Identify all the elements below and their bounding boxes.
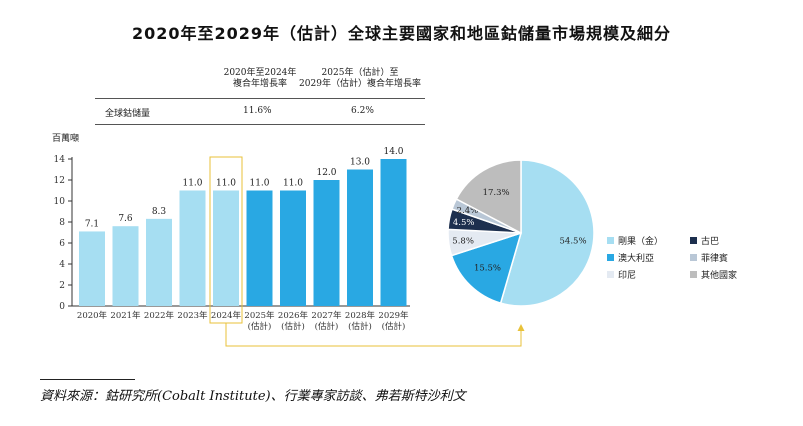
bar [213, 190, 239, 306]
connector-line [225, 323, 522, 347]
cagr-col2-header: 2025年（估計）至 2029年（估計）複合年增長率 [295, 68, 425, 90]
pie-slice-label: 2.4% [457, 206, 479, 216]
y-tick-label: 4 [59, 260, 65, 270]
legend-swatch [690, 271, 697, 278]
source-divider [40, 379, 135, 380]
bar-value-label: 7.6 [118, 214, 133, 224]
y-tick-label: 6 [59, 239, 65, 249]
cagr-col2-header-line1: 2025年（估計）至 [321, 68, 399, 78]
x-tick-label: 2028年 [345, 310, 376, 321]
bar [79, 231, 105, 306]
x-tick-label: 2020年 [77, 310, 108, 321]
x-tick-label-sub: (估計) [281, 321, 305, 332]
legend-label: 印尼 [618, 269, 636, 281]
legend-swatch [690, 237, 697, 244]
cagr-col1-header-line2: 複合年增長率 [232, 79, 287, 89]
source-note: 資料來源：鈷研究所(Cobalt Institute)、行業專家訪談、弗若斯特沙… [40, 389, 466, 404]
pie-chart: 54.5% 15.5% 5.8% 4.5% 2.4% 17.3% [447, 159, 595, 307]
pie-slice-label: 4.5% [453, 218, 475, 228]
cagr-divider-bottom [95, 124, 425, 125]
pie-slice [455, 159, 522, 235]
y-unit-label: 百萬噸 [52, 134, 80, 144]
y-tick-label: 14 [54, 155, 66, 165]
pie-slice [499, 159, 595, 307]
cagr-col1-header-line1: 2020年至2024年 [223, 68, 297, 78]
bar [380, 159, 407, 306]
pie-slice-label: 15.5% [474, 264, 501, 274]
chart-canvas: 0 2 4 6 8 10 12 14 7.1 2020年 7.6 2021年 8.3 2022年 11.0 2… [54, 147, 737, 347]
bar-value-label: 8.3 [152, 207, 167, 217]
x-tick-label-sub: (估計) [348, 321, 372, 332]
bar [347, 169, 373, 306]
bar-value-label: 11.0 [283, 179, 303, 189]
cagr-col1-value: 11.6% [243, 106, 272, 116]
bar-value-label: 14.0 [383, 147, 403, 157]
connector-arrow [517, 324, 525, 331]
x-tick-label: 2023年 [177, 310, 208, 321]
legend-label: 其他國家 [701, 269, 737, 281]
legend-swatch [607, 254, 614, 261]
x-tick-label: 2024年 [211, 310, 242, 321]
x-tick-label-sub: (估計) [248, 321, 272, 332]
y-tick-label: 8 [59, 218, 65, 228]
x-tick-label: 2021年 [110, 310, 141, 321]
bar-value-label: 11.0 [182, 179, 202, 189]
legend-label: 古巴 [701, 235, 719, 247]
highlight-connector [225, 323, 525, 347]
cagr-col1-header: 2020年至2024年 複合年增長率 [215, 68, 305, 90]
bar [246, 190, 273, 306]
legend-label: 菲律賓 [701, 252, 728, 264]
cagr-row-label: 全球鈷儲量 [105, 109, 151, 119]
bar-value-label: 11.0 [216, 179, 236, 189]
bar [112, 226, 139, 306]
bar-value-label: 12.0 [316, 168, 336, 178]
legend-swatch [607, 271, 614, 278]
x-tick-label: 2022年 [144, 310, 175, 321]
x-tick-label: 2026年 [278, 310, 309, 321]
pie-slice-label: 17.3% [483, 188, 510, 198]
legend-swatch [607, 237, 614, 244]
pie-slice-label: 54.5% [560, 236, 587, 246]
legend-label: 澳大利亞 [618, 252, 654, 264]
bar-value-label: 13.0 [350, 158, 370, 168]
bar-value-label: 7.1 [85, 219, 99, 229]
x-tick-label: 2025年 [244, 310, 275, 321]
legend-swatch [690, 254, 697, 261]
x-tick-label-sub: (估計) [382, 321, 406, 332]
y-tick-label: 12 [54, 176, 65, 186]
x-tick-label-sub: (估計) [315, 321, 339, 332]
bar-value-label: 11.0 [249, 179, 269, 189]
y-tick-label: 10 [54, 197, 66, 207]
cagr-divider-top [95, 98, 425, 99]
bar [280, 190, 306, 306]
bar-chart: 0 2 4 6 8 10 12 14 7.1 2020年 7.6 2021年 8.3 2022年 11.0 2… [54, 147, 410, 332]
bar [146, 218, 172, 306]
cagr-col2-value: 6.2% [351, 106, 374, 116]
y-tick-label: 2 [59, 281, 65, 291]
pie-slice-label: 5.8% [452, 237, 474, 247]
x-tick-label: 2029年 [378, 310, 409, 321]
page-title: 2020年至2029年（估計）全球主要國家和地區鈷儲量市場規模及細分 [131, 24, 672, 43]
cagr-col2-header-line2: 2029年（估計）複合年增長率 [299, 79, 421, 89]
bar [179, 190, 206, 306]
y-tick-label: 0 [59, 302, 65, 312]
legend-label: 剛果（金） [618, 235, 663, 247]
x-tick-label: 2027年 [311, 310, 342, 321]
bar [313, 180, 340, 306]
